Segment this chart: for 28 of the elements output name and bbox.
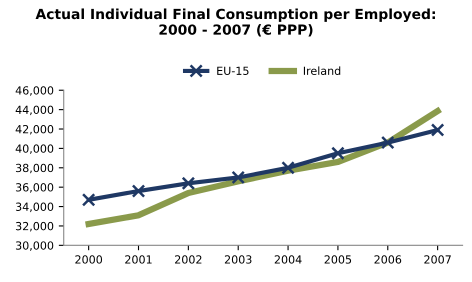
x-tick-label: 2004	[274, 255, 302, 264]
legend-label: Ireland	[304, 66, 340, 75]
y-tick-label: 44,000	[16, 106, 54, 116]
y-tick-label: 40,000	[16, 144, 54, 154]
x-tick-label: 2003	[224, 255, 252, 264]
y-tick-label: 34,000	[16, 202, 54, 212]
point	[182, 176, 196, 190]
x-tick-label: 2002	[175, 255, 202, 264]
y-tick-label: 46,000	[16, 86, 54, 96]
x-tick-label: 2005	[324, 255, 352, 264]
point	[231, 170, 246, 184]
x-tick-label: 2006	[374, 255, 402, 264]
x-tick-label: 2007	[424, 255, 451, 264]
y-tick-label: 30,000	[16, 241, 54, 251]
x-tick-label: 2001	[125, 255, 152, 264]
y-tick-label: 36,000	[16, 183, 54, 193]
point	[380, 136, 395, 150]
point	[82, 192, 96, 207]
point	[331, 146, 345, 160]
y-tick-label: 38,000	[16, 164, 54, 174]
legend-label: EU-15	[217, 66, 248, 75]
point	[430, 123, 444, 137]
point	[132, 184, 146, 198]
y-tick-label: 42,000	[16, 124, 54, 135]
y-tick-label: 32,000	[16, 222, 54, 232]
point	[281, 160, 295, 175]
chart-title: Actual Individual Final Consumption per Employed: 2000 - 2007 (€ PPP)	[36, 8, 435, 37]
x-tick-label: 2000	[75, 255, 102, 264]
